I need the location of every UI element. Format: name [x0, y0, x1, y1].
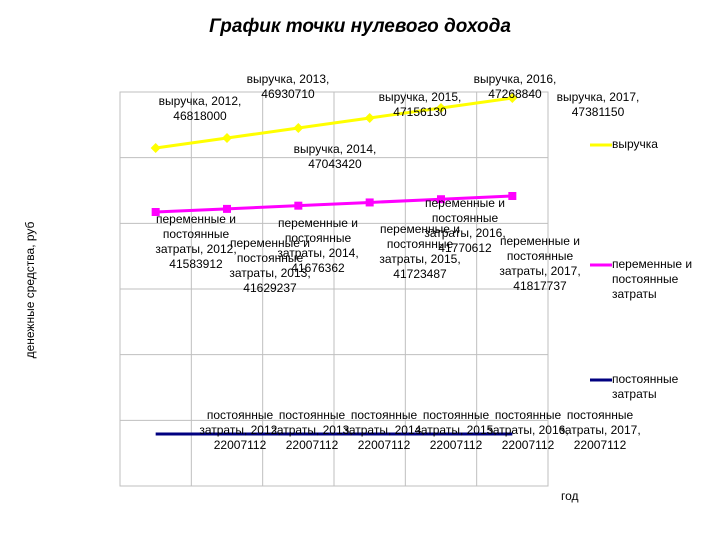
- data-label: переменные и постоянные затраты, 2012, 4…: [155, 212, 237, 271]
- data-point: [507, 93, 518, 103]
- data-point: [293, 122, 304, 133]
- data-label: переменные и постоянные затраты, 2015, 4…: [379, 222, 461, 281]
- data-label: переменные и постоянные затраты, 2016, 4…: [424, 196, 506, 255]
- data-label: выручка, 2012, 46818000: [158, 94, 242, 123]
- data-point: [365, 198, 374, 207]
- data-point: [223, 204, 231, 213]
- data-point: [437, 195, 445, 204]
- series-line-0: [155, 96, 513, 150]
- data-label: выручка, 2013, 46930710: [246, 72, 330, 101]
- data-point: [508, 192, 517, 200]
- data-point: [294, 201, 303, 210]
- data-label: выручка, 2014, 47043420: [293, 142, 377, 171]
- data-point: [222, 132, 232, 143]
- data-point: [150, 143, 161, 153]
- legend-item: переменные и постоянные затраты: [612, 257, 693, 301]
- data-label: постоянные затраты, 2016, 22007112: [487, 408, 569, 452]
- series-line-2: [155, 194, 513, 214]
- legend-item: выручка: [612, 137, 658, 151]
- data-label: постоянные затраты, 2013, 22007112: [271, 408, 353, 452]
- x-axis-label: год: [561, 489, 579, 503]
- data-point: [151, 208, 160, 216]
- legend-item: постоянные затраты: [612, 372, 679, 401]
- data-label: постоянные затраты, 2012, 22007112: [199, 408, 281, 452]
- data-label: выручка, 2017, 47381150: [556, 90, 640, 119]
- data-label: постоянные затраты, 2017, 22007112: [559, 408, 641, 452]
- data-label: постоянные затраты, 2015, 22007112: [415, 408, 497, 452]
- data-label: переменные и постоянные затраты, 2013, 4…: [229, 236, 311, 295]
- data-point: [436, 102, 446, 113]
- chart-title: График точки нулевого дохода: [209, 16, 511, 37]
- data-point: [364, 112, 375, 123]
- data-label: постоянные затраты, 2014, 22007112: [343, 408, 425, 452]
- data-label: выручка, 2016, 47268840: [473, 72, 557, 101]
- data-label: выручка, 2015, 47156130: [378, 90, 462, 119]
- data-label: переменные и постоянные затраты, 2014, 4…: [277, 216, 359, 275]
- data-label: переменные и постоянные затраты, 2017, 4…: [499, 234, 581, 293]
